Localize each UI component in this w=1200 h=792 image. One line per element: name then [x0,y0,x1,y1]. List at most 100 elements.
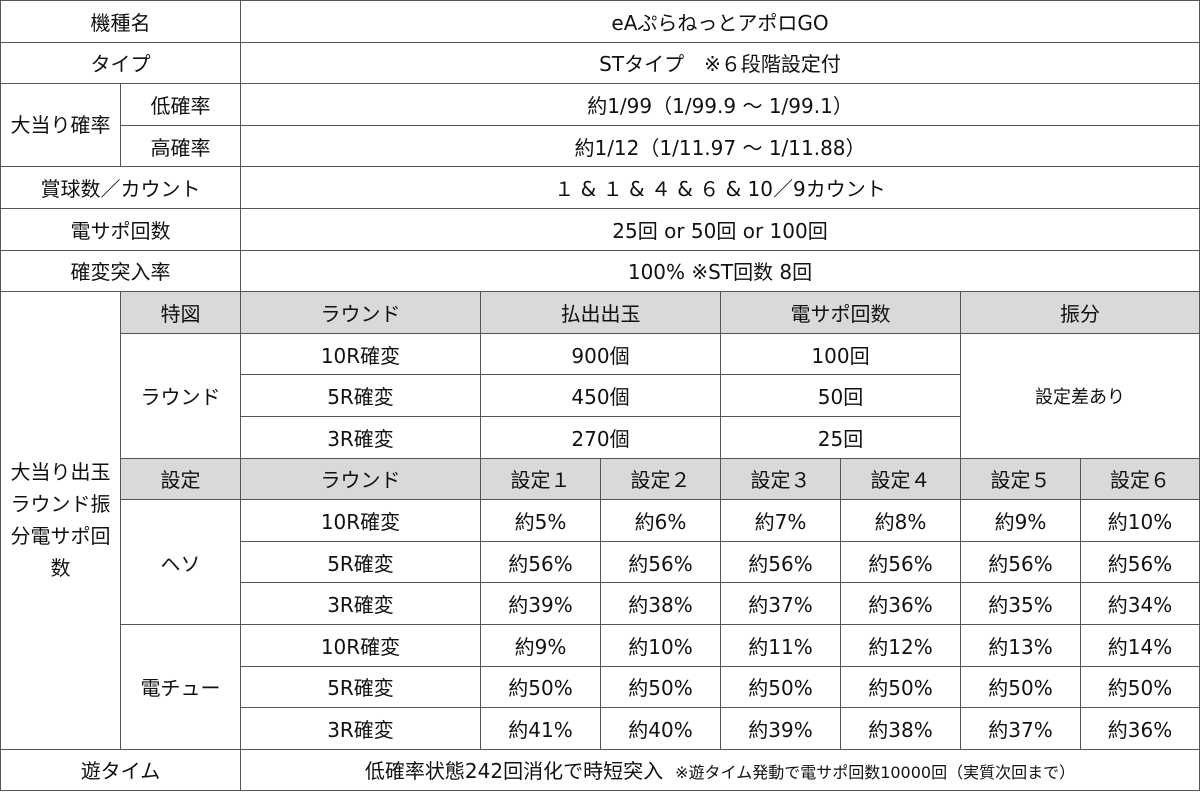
dench-value: 約40% [600,707,721,750]
table-row: 電チュー 10R確変 約9% 約10% 約11% 約12% 約13% 約14% [1,623,1200,750]
header-densapo: 電サポ回数 [720,291,961,334]
dench-value: 約50% [480,665,601,709]
low-probability-label: 低確率 [120,83,241,126]
row-machine-name: 機種名 eAぷらねっとアポロGO [0,0,1200,43]
header-setting-3: 設定３ [720,457,841,501]
dench-label: 電チュー [120,623,241,750]
machine-name-label: 機種名 [0,0,241,43]
heso-value: 約56% [720,540,841,584]
dench-value: 約13% [960,623,1081,667]
header-setting-1: 設定１ [480,457,601,501]
high-probability-label: 高確率 [120,124,241,168]
heso-value: 約56% [840,540,961,584]
header-round: ラウンド [240,291,481,334]
payout-densapo: 25回 [720,415,961,459]
header-round: ラウンド [240,457,481,501]
header-tokuzu: 特図 [120,291,241,334]
header-split: 振分 [959,291,1200,334]
row-probability-low: 大当り確率 低確率 約1/99（1/99.9 ～ 1/99.1） [0,83,1200,168]
dench-value: 約36% [1079,707,1200,750]
payout-densapo: 100回 [720,332,961,376]
payout-balls: 900個 [480,332,721,376]
asobi-time-cell: 低確率状態242回消化で時短突入 ※遊タイム発動で電サポ回数10000回（実質次回… [239,748,1200,792]
dench-value: 約14% [1079,623,1200,667]
heso-value: 約34% [1079,582,1200,625]
header-setting-5: 設定５ [960,457,1081,501]
table-row: 5R確変 450個 50回 [1,374,1200,417]
header-setting-4: 設定４ [840,457,961,501]
dench-value: 約50% [600,665,721,709]
table-row: ラウンド 10R確変 900個 100回 設定差あり [1,332,1200,459]
heso-value: 約10% [1079,499,1200,542]
header-setting-2: 設定２ [600,457,721,501]
header-setting-6: 設定６ [1079,457,1200,501]
dench-round: 5R確変 [240,665,481,709]
payout-densapo: 50回 [720,374,961,417]
heso-value: 約38% [600,582,721,625]
heso-value: 約8% [840,499,961,542]
payout-balls: 270個 [480,415,721,459]
dench-value: 約50% [840,665,961,709]
table-row: 3R確変 約39% 約38% 約37% 約36% 約35% 約34% [1,582,1200,625]
header-setting: 設定 [120,457,241,501]
row-type: タイプ STタイプ ※６段階設定付 [0,41,1200,85]
table-row: ヘソ 10R確変 約5% 約6% 約7% 約8% 約9% 約10% [1,499,1200,625]
header-payout: 払出出玉 [480,291,721,334]
kakuhen-rate-label: 確変突入率 [0,249,241,293]
payout-section-label: 大当り出玉ラウンド振分電サポ回数 [0,291,121,750]
dench-value: 約11% [720,623,841,667]
kakuhen-rate-value: 100% ※ST回数 8回 [239,249,1200,293]
dench-round: 10R確変 [240,623,481,667]
split-value: 設定差あり [959,332,1200,459]
heso-value: 約6% [600,499,721,542]
heso-round: 3R確変 [240,582,481,625]
row-asobi-time: 遊タイム 低確率状態242回消化で時短突入 ※遊タイム発動で電サポ回数10000回… [0,748,1200,792]
high-probability-value: 約1/12（1/11.97 ～ 1/11.88） [239,124,1200,168]
heso-value: 約35% [960,582,1081,625]
heso-value: 約5% [480,499,601,542]
payout-group-label: ラウンド [120,332,241,459]
asobi-time-value: 低確率状態242回消化で時短突入 [364,759,664,784]
row-probability-high: 高確率 約1/12（1/11.97 ～ 1/11.88） [1,124,1200,168]
prize-balls-value: １ & １ & ４ & ６ & 10／9カウント [239,166,1200,209]
heso-round: 10R確変 [240,499,481,542]
heso-value: 約36% [840,582,961,625]
payout-round: 10R確変 [240,332,481,376]
asobi-time-note: ※遊タイム発動で電サポ回数10000回（実質次回まで） [675,763,1076,783]
dench-value: 約50% [1079,665,1200,709]
payout-round: 3R確変 [240,415,481,459]
type-label: タイプ [0,41,241,85]
prize-balls-label: 賞球数／カウント [0,166,241,209]
densapo-value: 25回 or 50回 or 100回 [239,207,1200,251]
heso-value: 約9% [960,499,1081,542]
payout-balls: 450個 [480,374,721,417]
heso-value: 約56% [480,540,601,584]
payout-round: 5R確変 [240,374,481,417]
heso-round: 5R確変 [240,540,481,584]
dench-value: 約10% [600,623,721,667]
row-kakuhen-rate: 確変突入率 100% ※ST回数 8回 [0,249,1200,293]
low-probability-value: 約1/99（1/99.9 ～ 1/99.1） [239,83,1200,126]
asobi-time-label: 遊タイム [0,748,241,792]
machine-name-value: eAぷらねっとアポロGO [239,0,1200,43]
dench-value: 約50% [720,665,841,709]
table-row: 5R確変 約56% 約56% 約56% 約56% 約56% 約56% [1,540,1200,584]
type-value: STタイプ ※６段階設定付 [239,41,1200,85]
dench-round: 3R確変 [240,707,481,750]
row-settings-header: 設定 ラウンド 設定１ 設定２ 設定３ 設定４ 設定５ 設定６ [1,457,1200,501]
row-payout-header: 大当り出玉ラウンド振分電サポ回数 特図 ラウンド 払出出玉 電サポ回数 振分 [0,291,1200,750]
heso-value: 約37% [720,582,841,625]
table-row: 5R確変 約50% 約50% 約50% 約50% 約50% 約50% [1,665,1200,709]
heso-value: 約56% [1079,540,1200,584]
heso-value: 約39% [480,582,601,625]
dench-value: 約41% [480,707,601,750]
heso-value: 約56% [960,540,1081,584]
dench-value: 約39% [720,707,841,750]
row-densapo: 電サポ回数 25回 or 50回 or 100回 [0,207,1200,251]
dench-value: 約9% [480,623,601,667]
probability-label: 大当り確率 [0,83,121,168]
dench-value: 約38% [840,707,961,750]
densapo-label: 電サポ回数 [0,207,241,251]
dench-value: 約50% [960,665,1081,709]
row-prize-balls: 賞球数／カウント １ & １ & ４ & ６ & 10／9カウント [0,166,1200,209]
